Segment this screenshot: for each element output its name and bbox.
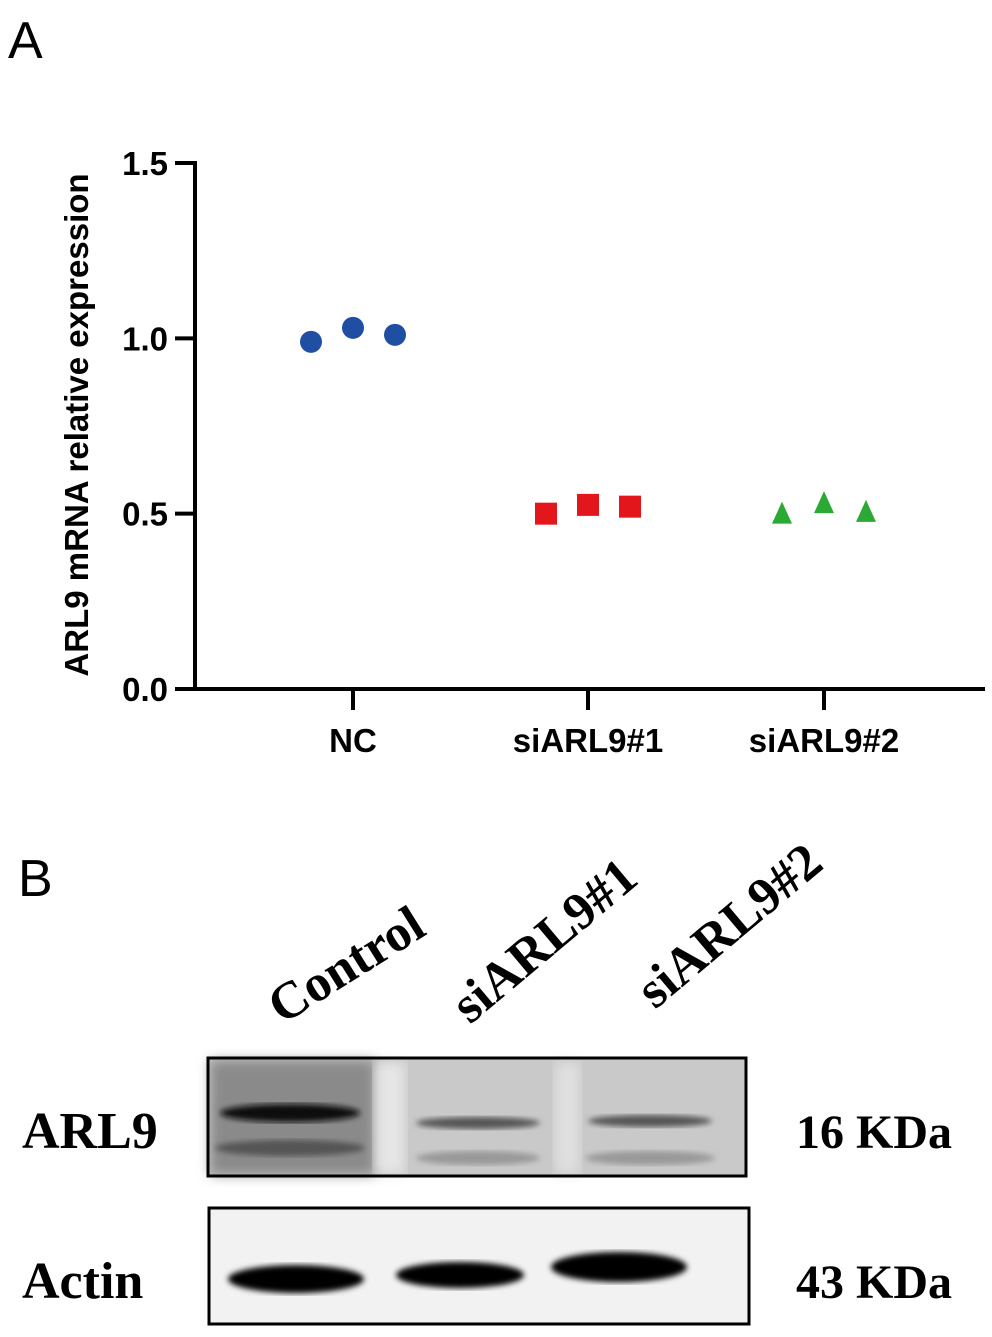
size-label-arl9: 16 KDa: [796, 1106, 952, 1159]
blot-actin-frame: [207, 1206, 751, 1326]
data-point-square: [577, 493, 599, 516]
x-tick-label: siARL9#1: [513, 722, 663, 759]
y-tick-label: 1.0: [122, 320, 168, 357]
data-point-circle: [342, 316, 364, 339]
data-point-circle: [300, 330, 322, 353]
blot-arl9: [206, 1056, 748, 1178]
lane-label-siarl9-1: siARL9#1: [441, 848, 648, 1035]
row-label-arl9: ARL9: [22, 1103, 158, 1160]
blot-lane-labels: Control siARL9#1 siARL9#2: [258, 833, 833, 1036]
blot-arl9-frame: [206, 1056, 748, 1178]
data-point-triangle: [856, 499, 876, 522]
y-tick-label: 0.0: [122, 671, 168, 708]
y-tick-label: 0.5: [122, 496, 168, 533]
band-arl9-control-lower: [215, 1140, 365, 1156]
band-actin-siarl9-1: [396, 1262, 524, 1288]
data-point-triangle: [814, 491, 834, 514]
band-arl9-siarl9-1: [416, 1117, 540, 1129]
scatter-chart: ARL9 mRNA relative expression 0.0 0.5 1.0 1…: [58, 145, 985, 759]
data-point-square: [619, 495, 641, 518]
panel-label-b: B: [18, 850, 53, 908]
band-arl9-control: [220, 1104, 360, 1122]
data-point-square: [535, 502, 557, 525]
blot-actin: [207, 1206, 751, 1326]
blot-gap: [555, 1062, 580, 1174]
size-label-actin: 43 KDa: [796, 1256, 952, 1309]
data-point-circle: [384, 323, 406, 346]
panel-label-a: A: [8, 12, 43, 70]
row-label-actin: Actin: [22, 1253, 143, 1310]
band-actin-siarl9-2: [551, 1252, 687, 1282]
band-actin-control: [228, 1265, 364, 1293]
band-arl9-siarl9-2: [588, 1115, 712, 1127]
data-point-triangle: [772, 501, 792, 524]
x-tick-label: NC: [329, 722, 377, 759]
lane-label-control: Control: [258, 895, 434, 1035]
band-arl9-siarl9-1-lower: [416, 1151, 540, 1165]
blot-gap: [375, 1062, 405, 1174]
y-axis-label: ARL9 mRNA relative expression: [58, 173, 95, 676]
lane-label-siarl9-2: siARL9#2: [626, 833, 833, 1020]
band-arl9-siarl9-2-lower: [585, 1151, 715, 1165]
x-tick-label: siARL9#2: [749, 722, 899, 759]
y-tick-label: 1.5: [122, 145, 168, 182]
